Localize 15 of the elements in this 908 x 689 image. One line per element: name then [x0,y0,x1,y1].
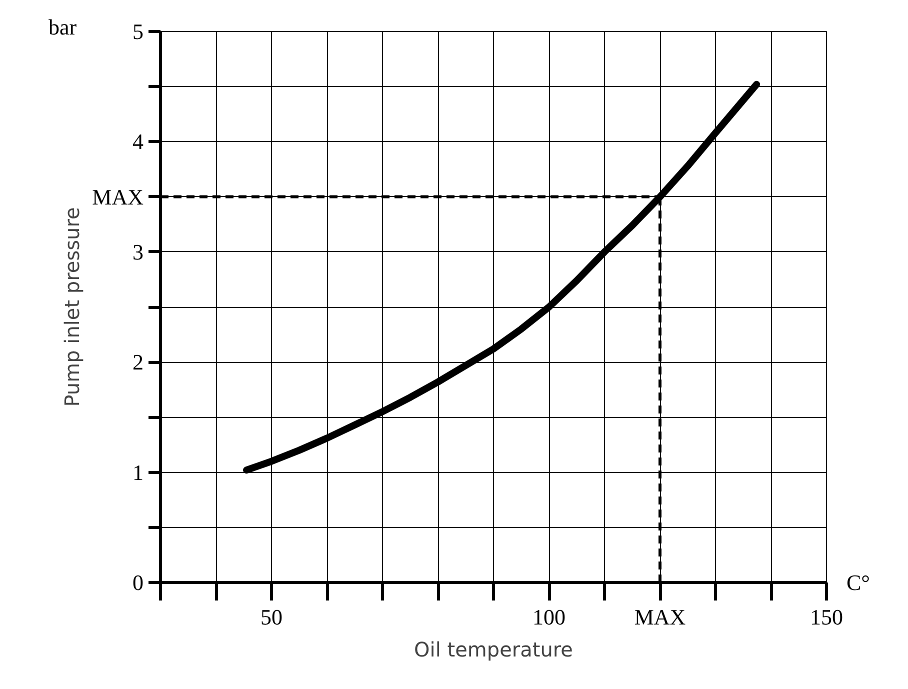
y-tick-label: MAX [92,184,144,210]
x-tick-label: 50 [260,604,282,630]
y-axis-title: Pump inlet pressure [60,207,84,407]
y-tick-label: 2 [132,350,144,375]
y-tick-label: 1 [132,460,144,485]
x-tick-label: 100 [532,604,566,630]
text: C° [846,570,870,595]
x-tick-label: 150 [810,604,843,630]
x-axis-title: Oil temperature [414,638,573,662]
y-tick-label: 4 [132,129,144,154]
y-tick-label: 3 [132,239,144,264]
text: bar [48,14,78,40]
y-tick-label: 0 [132,570,144,595]
y-tick-label: 5 [132,19,144,44]
x-tick-label: MAX [634,604,686,630]
